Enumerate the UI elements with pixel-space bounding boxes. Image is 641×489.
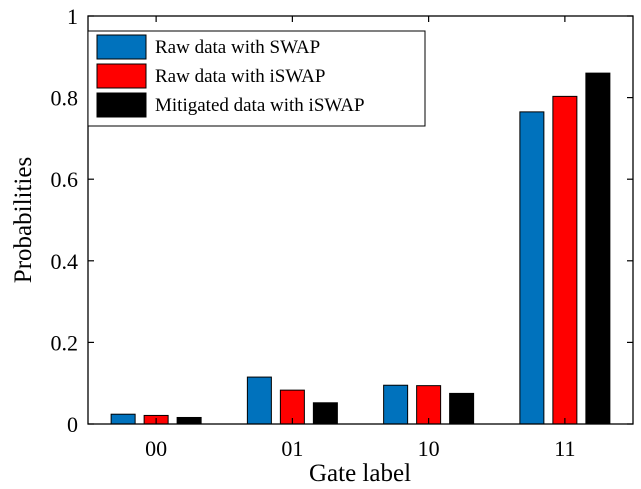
x-tick-label: 01	[281, 436, 303, 461]
x-axis-ticks: 00 01 10 11	[145, 16, 575, 461]
bar-01-series-0	[246, 376, 272, 425]
legend-label-1: Raw data with iSWAP	[155, 66, 325, 87]
plot-area-frame	[87, 15, 634, 425]
y-tick-label: 0.2	[51, 330, 79, 355]
legend-swatch-2	[96, 92, 147, 118]
legend: Raw data with SWAP Raw data with iSWAP Mit…	[87, 30, 426, 127]
bar-01-series-2	[312, 402, 338, 425]
legend-swatch-0	[96, 34, 147, 60]
y-tick-label: 0	[67, 412, 78, 437]
legend-label-0: Raw data with SWAP	[155, 37, 320, 58]
y-axis-ticks: 0 0.2 0.4 0.6 0.8 1	[51, 4, 633, 437]
legend-swatch-1	[96, 63, 147, 89]
y-tick-label: 0.4	[51, 249, 79, 274]
y-tick-label: 0.6	[51, 167, 79, 192]
x-axis-label: Gate label	[309, 460, 411, 487]
y-tick-label: 0.8	[51, 86, 79, 111]
bar-00-series-0	[110, 413, 136, 425]
legend-label-2: Mitigated data with iSWAP	[155, 95, 365, 116]
x-tick-label: 10	[418, 436, 440, 461]
bar-00-series-2	[176, 416, 202, 425]
bar-10-series-0	[383, 384, 409, 425]
bar-11-series-0	[519, 111, 545, 425]
x-tick-label: 00	[145, 436, 167, 461]
bar-11-series-2	[585, 72, 611, 425]
y-tick-label: 1	[67, 4, 78, 29]
bar-11-series-1	[552, 95, 578, 425]
bar-10-series-2	[449, 392, 475, 425]
bars-group	[110, 72, 611, 425]
y-axis-label: Probabilities	[10, 157, 37, 283]
x-tick-label: 11	[554, 436, 575, 461]
